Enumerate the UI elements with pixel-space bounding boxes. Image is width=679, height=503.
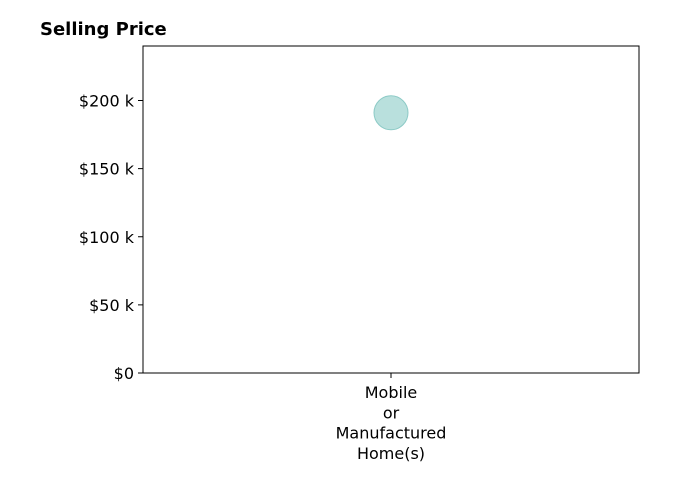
x-tick-label: Mobile or Manufactured Home(s) bbox=[336, 383, 447, 463]
y-tick-label: $150 k bbox=[79, 160, 135, 179]
y-axis: $0 $50 k $100 k $150 k $200 k bbox=[79, 92, 143, 383]
plot-area bbox=[142, 45, 640, 374]
data-point bbox=[373, 95, 409, 131]
y-tick-label: $200 k bbox=[79, 92, 135, 111]
data-points bbox=[373, 95, 409, 131]
x-axis: Mobile or Manufactured Home(s) bbox=[336, 373, 447, 463]
y-tick-label: $50 k bbox=[89, 296, 135, 315]
y-tick-label: $100 k bbox=[79, 228, 135, 247]
chart-title: Selling Price bbox=[40, 19, 167, 40]
y-tick-label: $0 bbox=[114, 364, 134, 383]
